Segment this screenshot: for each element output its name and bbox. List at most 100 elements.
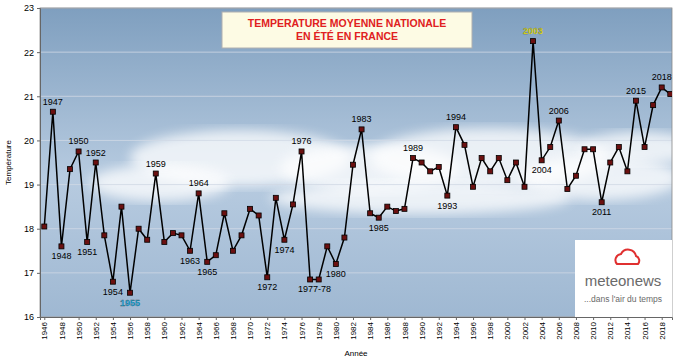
x-axis: 1946194819501952195419561958196019621964…: [40, 317, 672, 340]
marker: [239, 233, 244, 238]
marker: [651, 103, 656, 108]
marker: [76, 149, 81, 154]
x-tick: 1968: [229, 317, 238, 340]
tick-mark: [439, 317, 440, 320]
x-tick: 2010: [589, 317, 598, 340]
annotation: 1955: [120, 298, 140, 308]
marker: [119, 204, 124, 209]
tick-mark: [525, 317, 526, 320]
tick-label: 1976: [298, 321, 307, 339]
marker: [93, 160, 98, 165]
tick-mark: [164, 317, 165, 320]
y-tick: 18: [24, 224, 40, 234]
marker: [531, 39, 536, 44]
tick-label: 1994: [452, 321, 461, 339]
tick-label: 2004: [538, 321, 547, 339]
tick-mark: [507, 317, 508, 320]
tick-label: 1980: [332, 321, 341, 339]
annotation: 2003: [523, 26, 543, 36]
tick-mark: [37, 273, 40, 274]
tick-label: 2016: [641, 321, 650, 339]
annotation: 1980: [326, 269, 346, 279]
tick-mark: [130, 317, 131, 320]
cloud: [270, 182, 570, 214]
tick-label: 1958: [143, 321, 152, 339]
marker: [128, 290, 133, 295]
tick-mark: [96, 317, 97, 320]
x-tick: 1984: [366, 317, 375, 340]
x-tick: 1990: [418, 317, 427, 340]
tick-label: 1948: [57, 321, 66, 339]
tick-label: 1988: [401, 321, 410, 339]
tick-mark: [37, 8, 40, 9]
annotation: 1977-78: [298, 284, 331, 294]
x-tick: 2018: [658, 317, 667, 340]
marker: [102, 233, 107, 238]
tick-label: 17: [24, 268, 34, 278]
x-tick: 1978: [315, 317, 324, 340]
tick-mark: [250, 317, 251, 320]
marker: [659, 85, 664, 90]
title-line: TEMPERATURE MOYENNE NATIONALE: [248, 17, 447, 29]
tick-label: 2000: [503, 321, 512, 339]
tick-mark: [147, 317, 148, 320]
tick-mark: [216, 317, 217, 320]
x-tick: 2000: [503, 317, 512, 340]
x-tick: 1972: [263, 317, 272, 340]
tick-mark: [490, 317, 491, 320]
tick-mark: [645, 317, 646, 320]
x-tick: 1952: [92, 317, 101, 340]
annotation: 2011: [592, 207, 611, 217]
marker: [136, 226, 141, 231]
line: [44, 41, 670, 293]
marker: [256, 213, 261, 218]
marker: [496, 156, 501, 161]
marker: [170, 231, 175, 236]
tick-label: 1968: [229, 321, 238, 339]
grid-line: [40, 184, 672, 185]
annotation: 1964: [189, 178, 209, 188]
tick-label: 22: [24, 48, 34, 58]
annotation: 1972: [257, 282, 277, 292]
watermark-text: meteonews: [585, 272, 662, 289]
tick-mark: [113, 317, 114, 320]
tick-label: 23: [24, 3, 34, 13]
tick-label: 1984: [366, 321, 375, 339]
annotation: 1954: [103, 287, 123, 297]
x-tick: 2012: [606, 317, 615, 340]
marker: [445, 193, 450, 198]
tick-label: 2006: [555, 321, 564, 339]
tick-mark: [559, 317, 560, 320]
tick-label: 1962: [178, 321, 187, 339]
marker: [196, 191, 201, 196]
marker: [608, 160, 613, 165]
tick-mark: [61, 317, 62, 320]
tick-mark: [284, 317, 285, 320]
tick-label: 1972: [263, 321, 272, 339]
tick-label: 20: [24, 136, 34, 146]
marker: [419, 160, 424, 165]
tick-label: 19: [24, 180, 34, 190]
tick-label: 1960: [160, 321, 169, 339]
annotation: 1993: [437, 201, 457, 211]
tick-mark: [576, 317, 577, 320]
annotation: 1983: [352, 114, 372, 124]
tick-label: 1950: [75, 321, 84, 339]
tick-label: 2018: [658, 321, 667, 339]
tick-label: 1974: [280, 321, 289, 339]
marker: [290, 202, 295, 207]
tick-mark: [37, 52, 40, 53]
marker: [316, 277, 321, 282]
annotation: 1989: [403, 143, 423, 153]
tick-label: 2008: [572, 321, 581, 339]
watermark-box: [575, 240, 672, 317]
tick-mark: [593, 317, 594, 320]
tick-mark: [37, 185, 40, 186]
marker: [308, 277, 313, 282]
y-axis-title: Température: [4, 140, 13, 185]
tick-mark: [37, 317, 40, 318]
annotation: 1994: [446, 112, 466, 122]
marker: [479, 156, 484, 161]
marker: [205, 259, 210, 264]
x-tick: 1986: [383, 317, 392, 340]
